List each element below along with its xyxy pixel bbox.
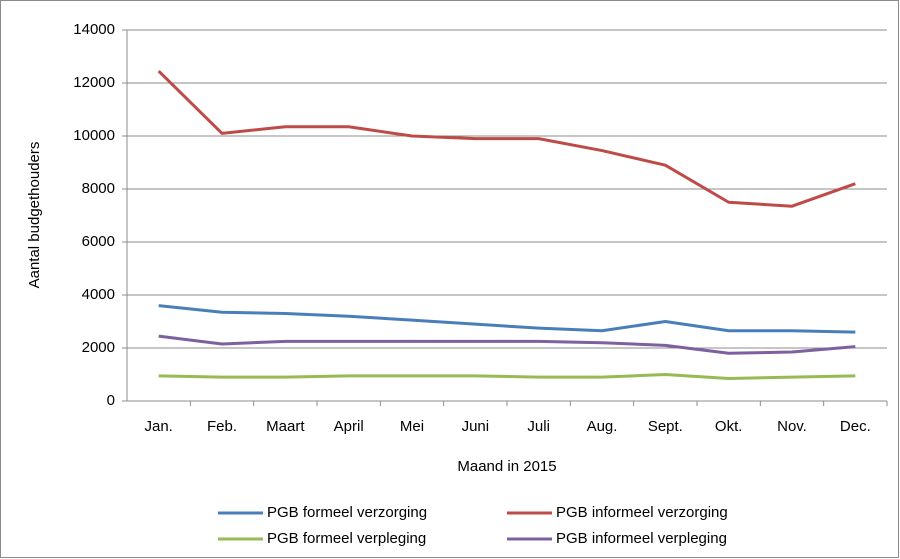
x-tick-label: Feb.	[207, 418, 237, 435]
y-tick-label: 10000	[73, 127, 115, 144]
x-tick-label: Okt.	[715, 418, 743, 435]
series-line	[158, 334, 856, 355]
x-tick-label: April	[334, 418, 364, 435]
x-axis-title: Maand in 2015	[457, 458, 556, 475]
series-line	[158, 304, 856, 334]
y-tick-label: 4000	[82, 286, 115, 303]
legend-label: PGB informeel verpleging	[556, 530, 727, 547]
legend-label: PGB formeel verzorging	[267, 504, 427, 521]
legend-label: PGB formeel verpleging	[267, 530, 426, 547]
x-tick-label: Maart	[266, 418, 305, 435]
x-tick-label: Sept.	[648, 418, 683, 435]
series-line	[157, 70, 856, 208]
y-tick-label: 6000	[82, 233, 115, 250]
x-tick-label: Aug.	[587, 418, 618, 435]
x-tick-label: Mei	[400, 418, 424, 435]
y-tick-label: 2000	[82, 339, 115, 356]
x-tick-label: Jan.	[144, 418, 172, 435]
series-line	[158, 373, 856, 380]
y-axis-title: Aantal budgethouders	[26, 142, 43, 289]
legend-label: PGB informeel verzorging	[556, 504, 728, 521]
y-tick-label: 0	[107, 392, 115, 409]
x-tick-label: Nov.	[777, 418, 807, 435]
y-tick-label: 8000	[82, 180, 115, 197]
x-tick-label: Dec.	[840, 418, 871, 435]
y-tick-label: 14000	[73, 21, 115, 38]
x-tick-label: Juli	[527, 418, 550, 435]
x-tick-label: Juni	[462, 418, 490, 435]
y-tick-label: 12000	[73, 74, 115, 91]
